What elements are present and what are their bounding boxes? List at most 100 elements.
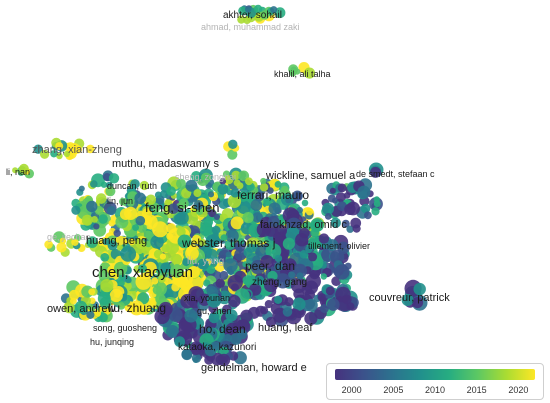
author-node[interactable]	[413, 282, 426, 296]
author-node[interactable]	[63, 301, 75, 314]
author-node[interactable]	[19, 163, 29, 174]
author-label-ho[interactable]: ho, dean	[199, 322, 246, 336]
author-node[interactable]	[342, 294, 352, 305]
author-node[interactable]	[215, 278, 225, 288]
author-node[interactable]	[227, 149, 238, 160]
author-node[interactable]	[242, 212, 254, 224]
author-node[interactable]	[230, 216, 244, 230]
author-node[interactable]	[234, 248, 247, 261]
author-node[interactable]	[191, 353, 202, 363]
author-node[interactable]	[189, 341, 203, 356]
author-node[interactable]	[185, 179, 198, 192]
author-node[interactable]	[230, 333, 242, 345]
author-node[interactable]	[329, 187, 336, 194]
author-node[interactable]	[346, 302, 355, 311]
author-node[interactable]	[210, 260, 218, 268]
author-node[interactable]	[171, 253, 183, 265]
author-node[interactable]	[174, 336, 186, 348]
author-node[interactable]	[219, 178, 227, 185]
author-node[interactable]	[238, 319, 250, 331]
author-node[interactable]	[243, 247, 253, 257]
author-node[interactable]	[254, 275, 265, 286]
author-node[interactable]	[97, 292, 111, 305]
author-label-owen[interactable]: owen, andrew	[47, 303, 116, 315]
author-node[interactable]	[346, 225, 354, 233]
author-node[interactable]	[86, 236, 98, 248]
author-node[interactable]	[208, 312, 220, 324]
author-node[interactable]	[238, 238, 245, 245]
author-label-kataoka[interactable]: kataoka, kazunori	[178, 342, 256, 353]
author-node[interactable]	[168, 203, 179, 214]
author-node[interactable]	[215, 262, 225, 272]
author-label-ahmad[interactable]: ahmad, muhammad zaki	[201, 22, 300, 32]
author-node[interactable]	[134, 192, 146, 205]
author-node[interactable]	[317, 293, 326, 302]
author-node[interactable]	[130, 179, 140, 189]
author-node[interactable]	[100, 253, 110, 262]
author-node[interactable]	[253, 4, 263, 14]
author-node[interactable]	[106, 206, 116, 216]
author-node[interactable]	[151, 277, 159, 285]
author-node[interactable]	[139, 180, 149, 191]
author-node[interactable]	[299, 250, 309, 259]
author-node[interactable]	[213, 213, 220, 220]
author-label-lin[interactable]: lin, jun	[107, 196, 133, 206]
author-node[interactable]	[250, 199, 263, 211]
author-label-farokhzad[interactable]: farokhzad, omid c	[260, 219, 347, 231]
author-node[interactable]	[217, 183, 229, 195]
author-node[interactable]	[264, 300, 273, 309]
author-node[interactable]	[274, 261, 284, 271]
author-node[interactable]	[63, 150, 71, 158]
author-node[interactable]	[331, 197, 338, 204]
author-node[interactable]	[303, 221, 312, 230]
author-node[interactable]	[176, 227, 186, 237]
author-node[interactable]	[78, 185, 85, 192]
author-node[interactable]	[303, 67, 316, 79]
author-node[interactable]	[119, 197, 127, 206]
author-node[interactable]	[288, 271, 296, 279]
author-node[interactable]	[280, 185, 289, 194]
author-node[interactable]	[158, 304, 172, 318]
author-node[interactable]	[175, 211, 189, 225]
author-node[interactable]	[228, 294, 241, 308]
author-node[interactable]	[268, 215, 280, 228]
author-node[interactable]	[141, 208, 153, 219]
author-node[interactable]	[166, 325, 179, 338]
author-node[interactable]	[88, 288, 96, 296]
author-node[interactable]	[240, 309, 253, 323]
author-label-desmedt[interactable]: de smedt, stefaan c	[356, 169, 435, 179]
author-node[interactable]	[12, 167, 19, 174]
author-label-liu-zhuang[interactable]: liu, zhuang	[108, 301, 166, 315]
author-node[interactable]	[230, 188, 240, 198]
author-node[interactable]	[144, 261, 157, 275]
author-node[interactable]	[56, 152, 63, 160]
author-node[interactable]	[245, 177, 253, 186]
author-node[interactable]	[324, 213, 332, 220]
author-node[interactable]	[135, 215, 146, 226]
author-node[interactable]	[326, 239, 339, 252]
author-node[interactable]	[193, 200, 204, 210]
author-label-huang-leaf[interactable]: huang, leaf	[258, 322, 313, 334]
author-node[interactable]	[71, 238, 79, 246]
author-label-gu[interactable]: gu, zhen	[197, 306, 232, 316]
author-node[interactable]	[305, 245, 313, 254]
author-node[interactable]	[268, 202, 281, 215]
author-node[interactable]	[260, 10, 270, 20]
author-node[interactable]	[177, 234, 192, 249]
author-node[interactable]	[301, 284, 313, 295]
author-node[interactable]	[145, 240, 152, 248]
author-node[interactable]	[138, 264, 148, 273]
author-node[interactable]	[304, 298, 318, 312]
author-label-zhang[interactable]: zhang, xian-zheng	[32, 144, 122, 156]
author-node[interactable]	[304, 311, 318, 326]
author-node[interactable]	[161, 244, 170, 253]
author-node[interactable]	[341, 219, 350, 228]
author-node[interactable]	[185, 212, 199, 225]
author-node[interactable]	[411, 297, 424, 309]
author-node[interactable]	[204, 344, 217, 357]
author-node[interactable]	[124, 206, 138, 220]
author-node[interactable]	[155, 293, 166, 305]
author-node[interactable]	[125, 276, 132, 284]
author-node[interactable]	[330, 249, 345, 264]
author-node[interactable]	[94, 310, 101, 317]
